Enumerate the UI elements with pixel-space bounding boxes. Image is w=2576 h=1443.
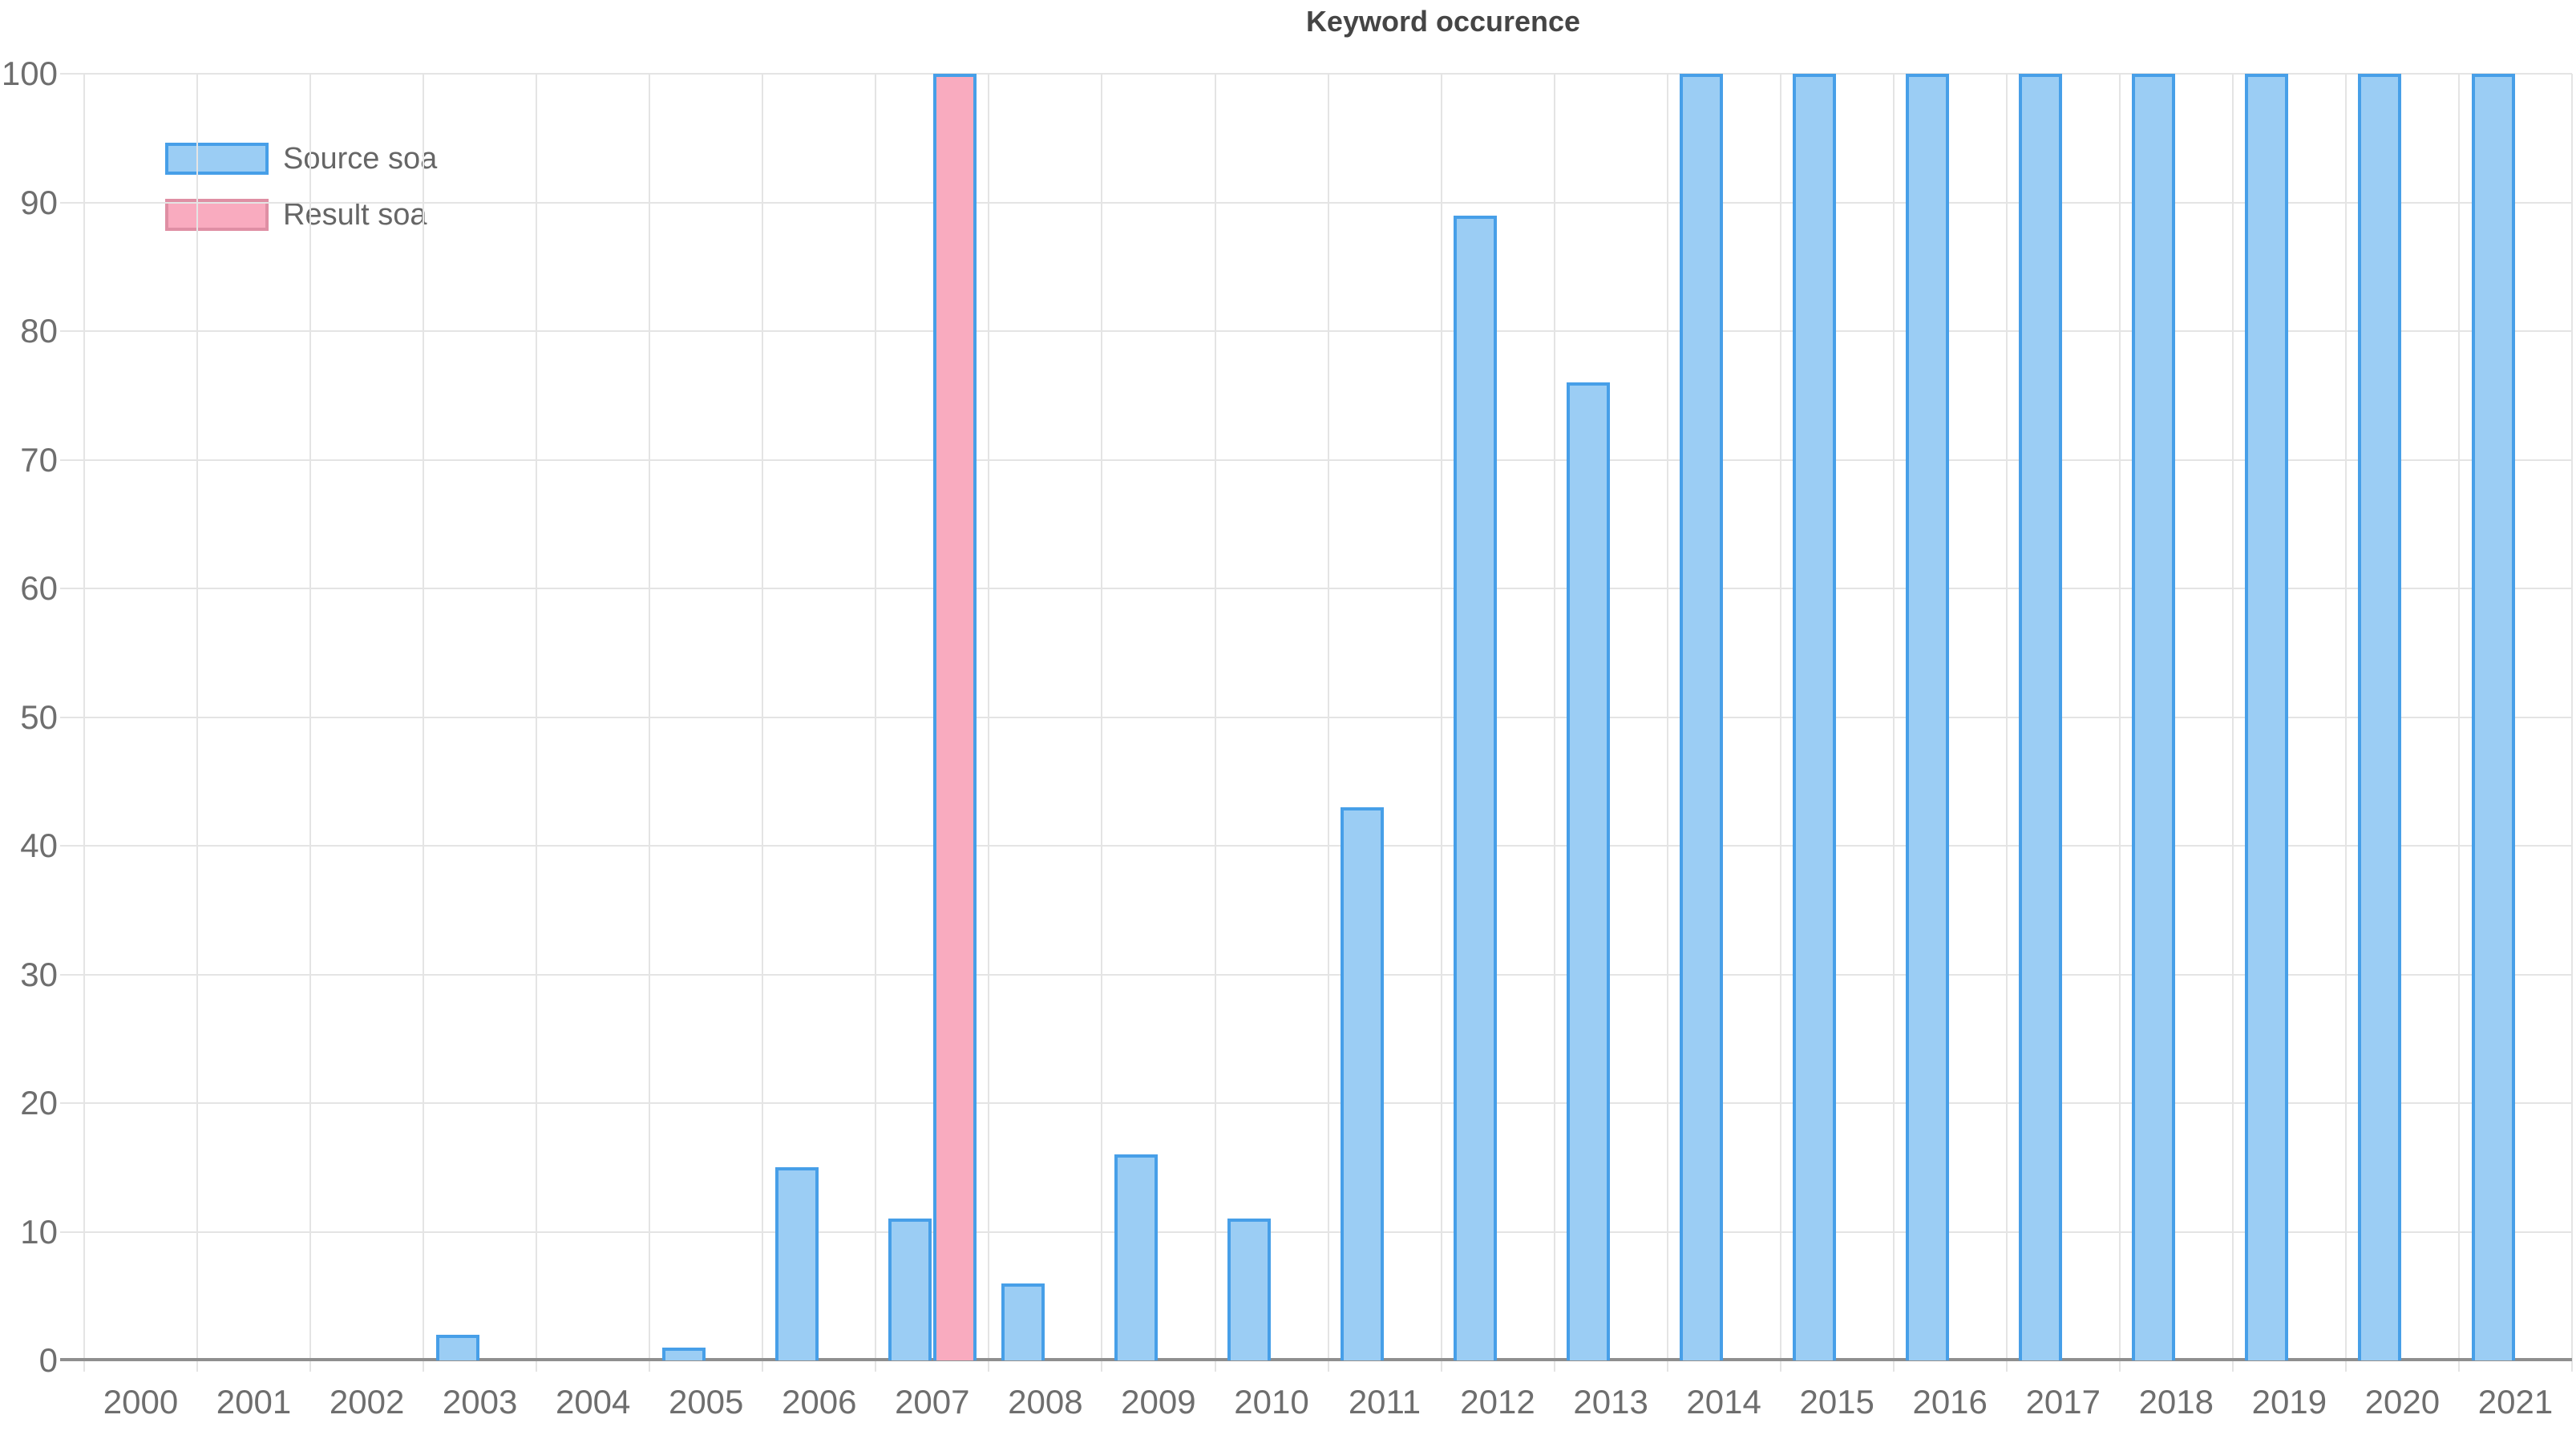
vertical-gridline (309, 74, 312, 1372)
bar-source-2007[interactable] (888, 1219, 932, 1360)
x-tick-label: 2001 (216, 1383, 292, 1421)
x-tick-label: 2019 (2251, 1383, 2327, 1421)
x-tick-label: 2020 (2364, 1383, 2441, 1421)
vertical-gridline (2344, 74, 2347, 1372)
y-tick-label: 0 (38, 1341, 58, 1379)
vertical-gridline (1779, 74, 1781, 1372)
vertical-gridline (2458, 74, 2460, 1372)
plot-area (60, 73, 2573, 1372)
vertical-gridline (423, 74, 425, 1372)
bar-source-2010[interactable] (1227, 1219, 1271, 1360)
y-tick-label: 80 (20, 312, 58, 350)
bar-source-2021[interactable] (2471, 74, 2515, 1360)
bar-source-2020[interactable] (2358, 74, 2402, 1360)
bar-source-2006[interactable] (774, 1167, 819, 1360)
x-tick-label: 2008 (1008, 1383, 1083, 1421)
bar-source-2017[interactable] (2019, 74, 2063, 1360)
chart-title: Keyword occurence (1305, 5, 1581, 38)
vertical-gridline (1440, 74, 1442, 1372)
x-tick-label: 2003 (442, 1383, 518, 1421)
horizontal-gridline (60, 716, 2572, 718)
vertical-gridline (83, 74, 85, 1372)
x-tick-label: 2002 (329, 1383, 405, 1421)
x-tick-label: 2014 (1686, 1383, 1761, 1421)
vertical-gridline (536, 74, 538, 1372)
horizontal-gridline (60, 588, 2572, 589)
x-tick-label: 2009 (1121, 1383, 1196, 1421)
x-tick-label: 2015 (1799, 1383, 1874, 1421)
bar-source-2014[interactable] (1680, 74, 1724, 1360)
horizontal-gridline (60, 459, 2572, 461)
bar-source-2019[interactable] (2245, 74, 2289, 1360)
vertical-gridline (2231, 74, 2234, 1372)
y-tick-label: 30 (20, 955, 58, 993)
bar-result-2007[interactable] (932, 74, 977, 1360)
bar-source-2008[interactable] (1001, 1283, 1045, 1360)
legend-item-source-soa[interactable]: Source soa (165, 143, 437, 175)
vertical-gridline (1666, 74, 1668, 1372)
x-tick-label: 2018 (2138, 1383, 2214, 1421)
horizontal-gridline (60, 1231, 2572, 1233)
x-tick-label: 2004 (555, 1383, 631, 1421)
x-axis-line (60, 1358, 2572, 1361)
horizontal-gridline (60, 201, 2572, 204)
y-tick-label: 100 (1, 55, 58, 92)
legend: Source soa Result soa (165, 143, 437, 255)
y-tick-label: 40 (20, 827, 58, 864)
bar-source-2016[interactable] (1906, 74, 1950, 1360)
vertical-gridline (875, 74, 877, 1372)
horizontal-gridline (60, 973, 2572, 976)
bar-source-2005[interactable] (661, 1347, 706, 1360)
horizontal-gridline (60, 73, 2572, 75)
y-tick-label: 10 (20, 1212, 58, 1251)
x-tick-label: 2006 (782, 1383, 857, 1421)
vertical-gridline (988, 74, 990, 1372)
x-tick-label: 2012 (1460, 1383, 1535, 1421)
legend-label-result: Result soa (283, 198, 427, 232)
x-tick-label: 2021 (2477, 1383, 2554, 1421)
vertical-gridline (2118, 74, 2121, 1372)
y-tick-label: 20 (20, 1084, 58, 1122)
vertical-gridline (2571, 74, 2573, 1372)
vertical-gridline (1892, 74, 1895, 1372)
vertical-gridline (649, 74, 651, 1372)
x-tick-label: 2013 (1573, 1383, 1648, 1421)
x-tick-label: 2000 (103, 1383, 179, 1421)
bar-source-2012[interactable] (1454, 215, 1498, 1360)
bar-source-2013[interactable] (1567, 382, 1611, 1360)
bar-source-2015[interactable] (1793, 74, 1837, 1360)
y-tick-label: 90 (20, 183, 58, 221)
bar-source-2018[interactable] (2132, 74, 2176, 1360)
vertical-gridline (2005, 74, 2008, 1372)
horizontal-gridline (60, 330, 2572, 332)
y-tick-label: 50 (20, 697, 58, 736)
legend-swatch-source (165, 143, 269, 175)
horizontal-gridline (60, 845, 2572, 847)
legend-label-source: Source soa (283, 142, 438, 176)
vertical-gridline (1101, 74, 1103, 1372)
x-tick-label: 2016 (1912, 1383, 1988, 1421)
y-tick-label: 60 (20, 569, 58, 607)
bar-source-2011[interactable] (1341, 806, 1384, 1360)
bar-source-2003[interactable] (435, 1334, 479, 1360)
x-tick-label: 2007 (895, 1383, 970, 1421)
vertical-gridline (196, 74, 198, 1372)
y-tick-label: 70 (20, 440, 58, 479)
legend-swatch-result (165, 199, 269, 231)
bar-source-2009[interactable] (1114, 1154, 1158, 1360)
x-tick-label: 2017 (2025, 1383, 2101, 1421)
x-tick-label: 2011 (1348, 1383, 1421, 1421)
x-tick-label: 2005 (668, 1383, 744, 1421)
vertical-gridline (762, 74, 764, 1372)
x-tick-label: 2010 (1234, 1383, 1309, 1421)
vertical-gridline (1553, 74, 1555, 1372)
horizontal-gridline (60, 1102, 2572, 1104)
vertical-gridline (1214, 74, 1216, 1372)
legend-item-result-soa[interactable]: Result soa (165, 199, 437, 231)
vertical-gridline (1327, 74, 1329, 1372)
